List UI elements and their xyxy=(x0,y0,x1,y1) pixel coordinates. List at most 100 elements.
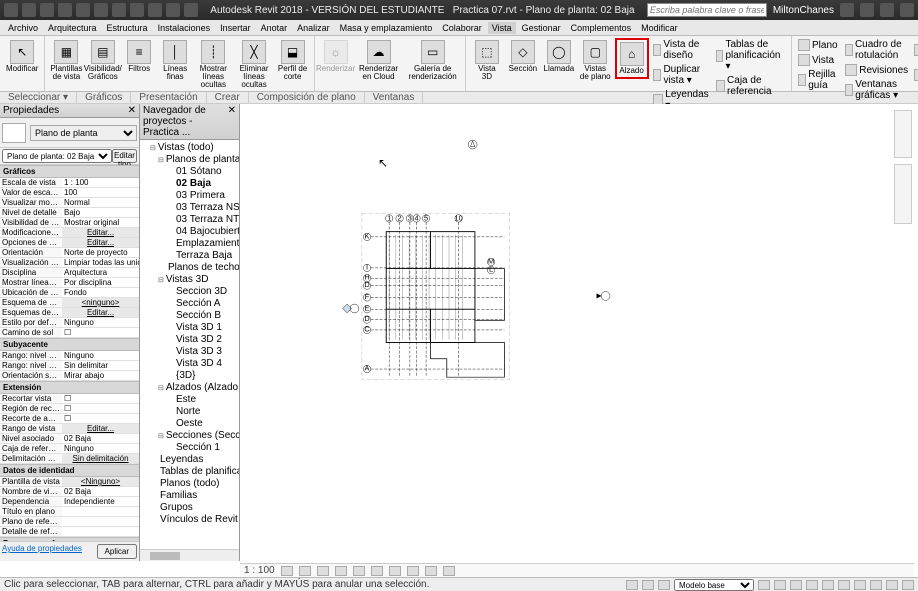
tree-node[interactable]: {3D} xyxy=(166,370,237,382)
menu-colaborar[interactable]: Colaborar xyxy=(438,22,486,34)
prop-section-header[interactable]: Datos de identidad xyxy=(0,464,139,477)
menu-analizar[interactable]: Analizar xyxy=(293,22,334,34)
tree-node[interactable]: Grupos xyxy=(150,502,237,514)
tree-node[interactable]: Vistas (todo)Planos de planta01 Sótano02… xyxy=(150,142,237,454)
ribbon-button-small[interactable]: Rejilla guía xyxy=(796,68,841,92)
tree-node[interactable]: Oeste xyxy=(166,418,237,430)
status-icon[interactable] xyxy=(658,580,670,590)
prop-value[interactable]: Editar... xyxy=(62,228,139,237)
ribbon-button-small[interactable]: Vista de diseño xyxy=(651,38,712,62)
status-icon[interactable] xyxy=(838,580,850,590)
prop-value[interactable]: Ninguno xyxy=(62,444,139,453)
view-control-icon[interactable] xyxy=(353,566,365,576)
prop-value[interactable]: Independiente xyxy=(62,497,139,506)
status-icon[interactable] xyxy=(870,580,882,590)
ribbon-button[interactable]: ⬓Perfil de corte xyxy=(276,38,310,83)
menu-insertar[interactable]: Insertar xyxy=(216,22,255,34)
align-icon[interactable] xyxy=(130,3,144,17)
view-cube[interactable] xyxy=(894,110,912,158)
tree-node[interactable]: Alzados (Alzado de edificio)EsteNorteOes… xyxy=(158,382,237,430)
tree-node[interactable]: Planos de techo xyxy=(158,262,237,274)
ribbon-button[interactable]: ⬚Vista 3D xyxy=(470,38,504,83)
prop-value[interactable]: 1 : 100 xyxy=(62,178,139,187)
maximize-icon[interactable] xyxy=(880,3,894,17)
ribbon-button[interactable]: ⌂Alzado xyxy=(615,38,649,79)
menu-arquitectura[interactable]: Arquitectura xyxy=(44,22,101,34)
status-icon[interactable] xyxy=(774,580,786,590)
prop-value[interactable]: Sin delimitar xyxy=(62,361,139,370)
prop-section-header[interactable]: Extensión xyxy=(0,381,139,394)
prop-value[interactable]: Limpiar todas las union... xyxy=(62,258,139,267)
prop-value[interactable]: Fondo xyxy=(62,288,139,297)
ribbon-button[interactable]: ☼Renderizar xyxy=(319,38,353,75)
apply-button[interactable]: Aplicar xyxy=(97,544,137,559)
close-window-icon[interactable] xyxy=(900,3,914,17)
help-icon[interactable] xyxy=(840,3,854,17)
menu-archivo[interactable]: Archivo xyxy=(4,22,42,34)
tree-node[interactable]: 03 Terraza NT1 xyxy=(166,214,237,226)
menu-vista[interactable]: Vista xyxy=(488,22,516,34)
redo-icon[interactable] xyxy=(76,3,90,17)
ribbon-button[interactable]: ▭Galería de renderización xyxy=(404,38,460,83)
prop-value[interactable]: Editar... xyxy=(62,424,139,433)
prop-value[interactable]: Mirar abajo xyxy=(62,371,139,380)
status-icon[interactable] xyxy=(886,580,898,590)
tag-icon[interactable] xyxy=(166,3,180,17)
view-control-icon[interactable] xyxy=(389,566,401,576)
prop-value[interactable]: ☐ xyxy=(62,404,139,413)
status-icon[interactable] xyxy=(642,580,654,590)
view-control-icon[interactable] xyxy=(281,566,293,576)
tree-node[interactable]: 02 Baja xyxy=(166,178,237,190)
tree-node[interactable]: Vista 3D 2 xyxy=(166,334,237,346)
view-control-icon[interactable] xyxy=(371,566,383,576)
prop-value[interactable]: 100 xyxy=(62,188,139,197)
close-icon[interactable]: ✕ xyxy=(128,105,136,116)
menu-anotar[interactable]: Anotar xyxy=(257,22,292,34)
ribbon-button-small[interactable]: Referencia a vista xyxy=(912,63,918,87)
view-scale[interactable]: 1 : 100 xyxy=(244,565,275,576)
prop-value[interactable]: 02 Baja xyxy=(62,487,139,496)
ribbon-button-small[interactable]: Vista xyxy=(796,53,841,67)
properties-help-link[interactable]: Ayuda de propiedades xyxy=(2,544,82,559)
ribbon-button[interactable]: ┊Mostrar líneas ocultas xyxy=(194,38,232,91)
status-icon[interactable] xyxy=(822,580,834,590)
ribbon-button[interactable]: ◇Sección xyxy=(506,38,540,75)
ribbon-button-small[interactable]: Revisiones xyxy=(843,63,910,77)
prop-value[interactable]: Normal xyxy=(62,198,139,207)
prop-value[interactable]: Editar... xyxy=(62,308,139,317)
ribbon-button-small[interactable]: Tablas de planificación ▾ xyxy=(714,38,787,73)
close-icon[interactable]: ✕ xyxy=(228,105,236,138)
prop-value[interactable]: Sin delimitación xyxy=(62,454,139,463)
prop-section-header[interactable]: Gráficos xyxy=(0,165,139,178)
ribbon-button[interactable]: ◯Llamada xyxy=(542,38,576,75)
tree-node[interactable]: Planos de planta01 Sótano02 Baja03 Prime… xyxy=(158,154,237,262)
ribbon-button[interactable]: ▢Vistas de plano xyxy=(578,38,613,83)
prop-value[interactable]: Norte de proyecto xyxy=(62,248,139,257)
user-name[interactable]: MiltonChanes xyxy=(773,5,834,16)
tree-node[interactable]: Emplazamiento xyxy=(166,238,237,250)
minimize-icon[interactable] xyxy=(860,3,874,17)
tree-node[interactable]: Familias xyxy=(150,490,237,502)
drawing-canvas[interactable]: 1234510KIHDFEDCAML⤡ ↖ xyxy=(240,104,918,561)
prop-value[interactable] xyxy=(62,507,139,516)
browser-scrollbar[interactable] xyxy=(140,549,239,561)
tree-node[interactable]: Sección 1 xyxy=(166,442,237,454)
print-icon[interactable] xyxy=(94,3,108,17)
prop-value[interactable]: Ninguno xyxy=(62,351,139,360)
menu-gestionar[interactable]: Gestionar xyxy=(518,22,565,34)
ribbon-button-small[interactable]: Cuadro de rotulación xyxy=(843,38,910,62)
ribbon-button-small[interactable]: Duplicar vista ▾ xyxy=(651,63,712,87)
tree-node[interactable]: Este xyxy=(166,394,237,406)
dim-icon[interactable] xyxy=(148,3,162,17)
edit-type-button[interactable]: Editar tipo xyxy=(112,149,137,163)
view-control-icon[interactable] xyxy=(317,566,329,576)
prop-value[interactable] xyxy=(62,527,139,536)
prop-value[interactable]: ☐ xyxy=(62,394,139,403)
ribbon-button[interactable]: ☁Renderizar en Cloud xyxy=(355,38,403,83)
tree-node[interactable]: Seccion 3D xyxy=(166,286,237,298)
ribbon-button[interactable]: ▦Plantillas de vista xyxy=(49,38,83,83)
save-icon[interactable] xyxy=(40,3,54,17)
workset-select[interactable]: Modelo base xyxy=(674,579,754,591)
instance-select[interactable]: Plano de planta: 02 Baja xyxy=(2,149,112,163)
ribbon-button[interactable]: ≡Filtros xyxy=(122,38,156,75)
